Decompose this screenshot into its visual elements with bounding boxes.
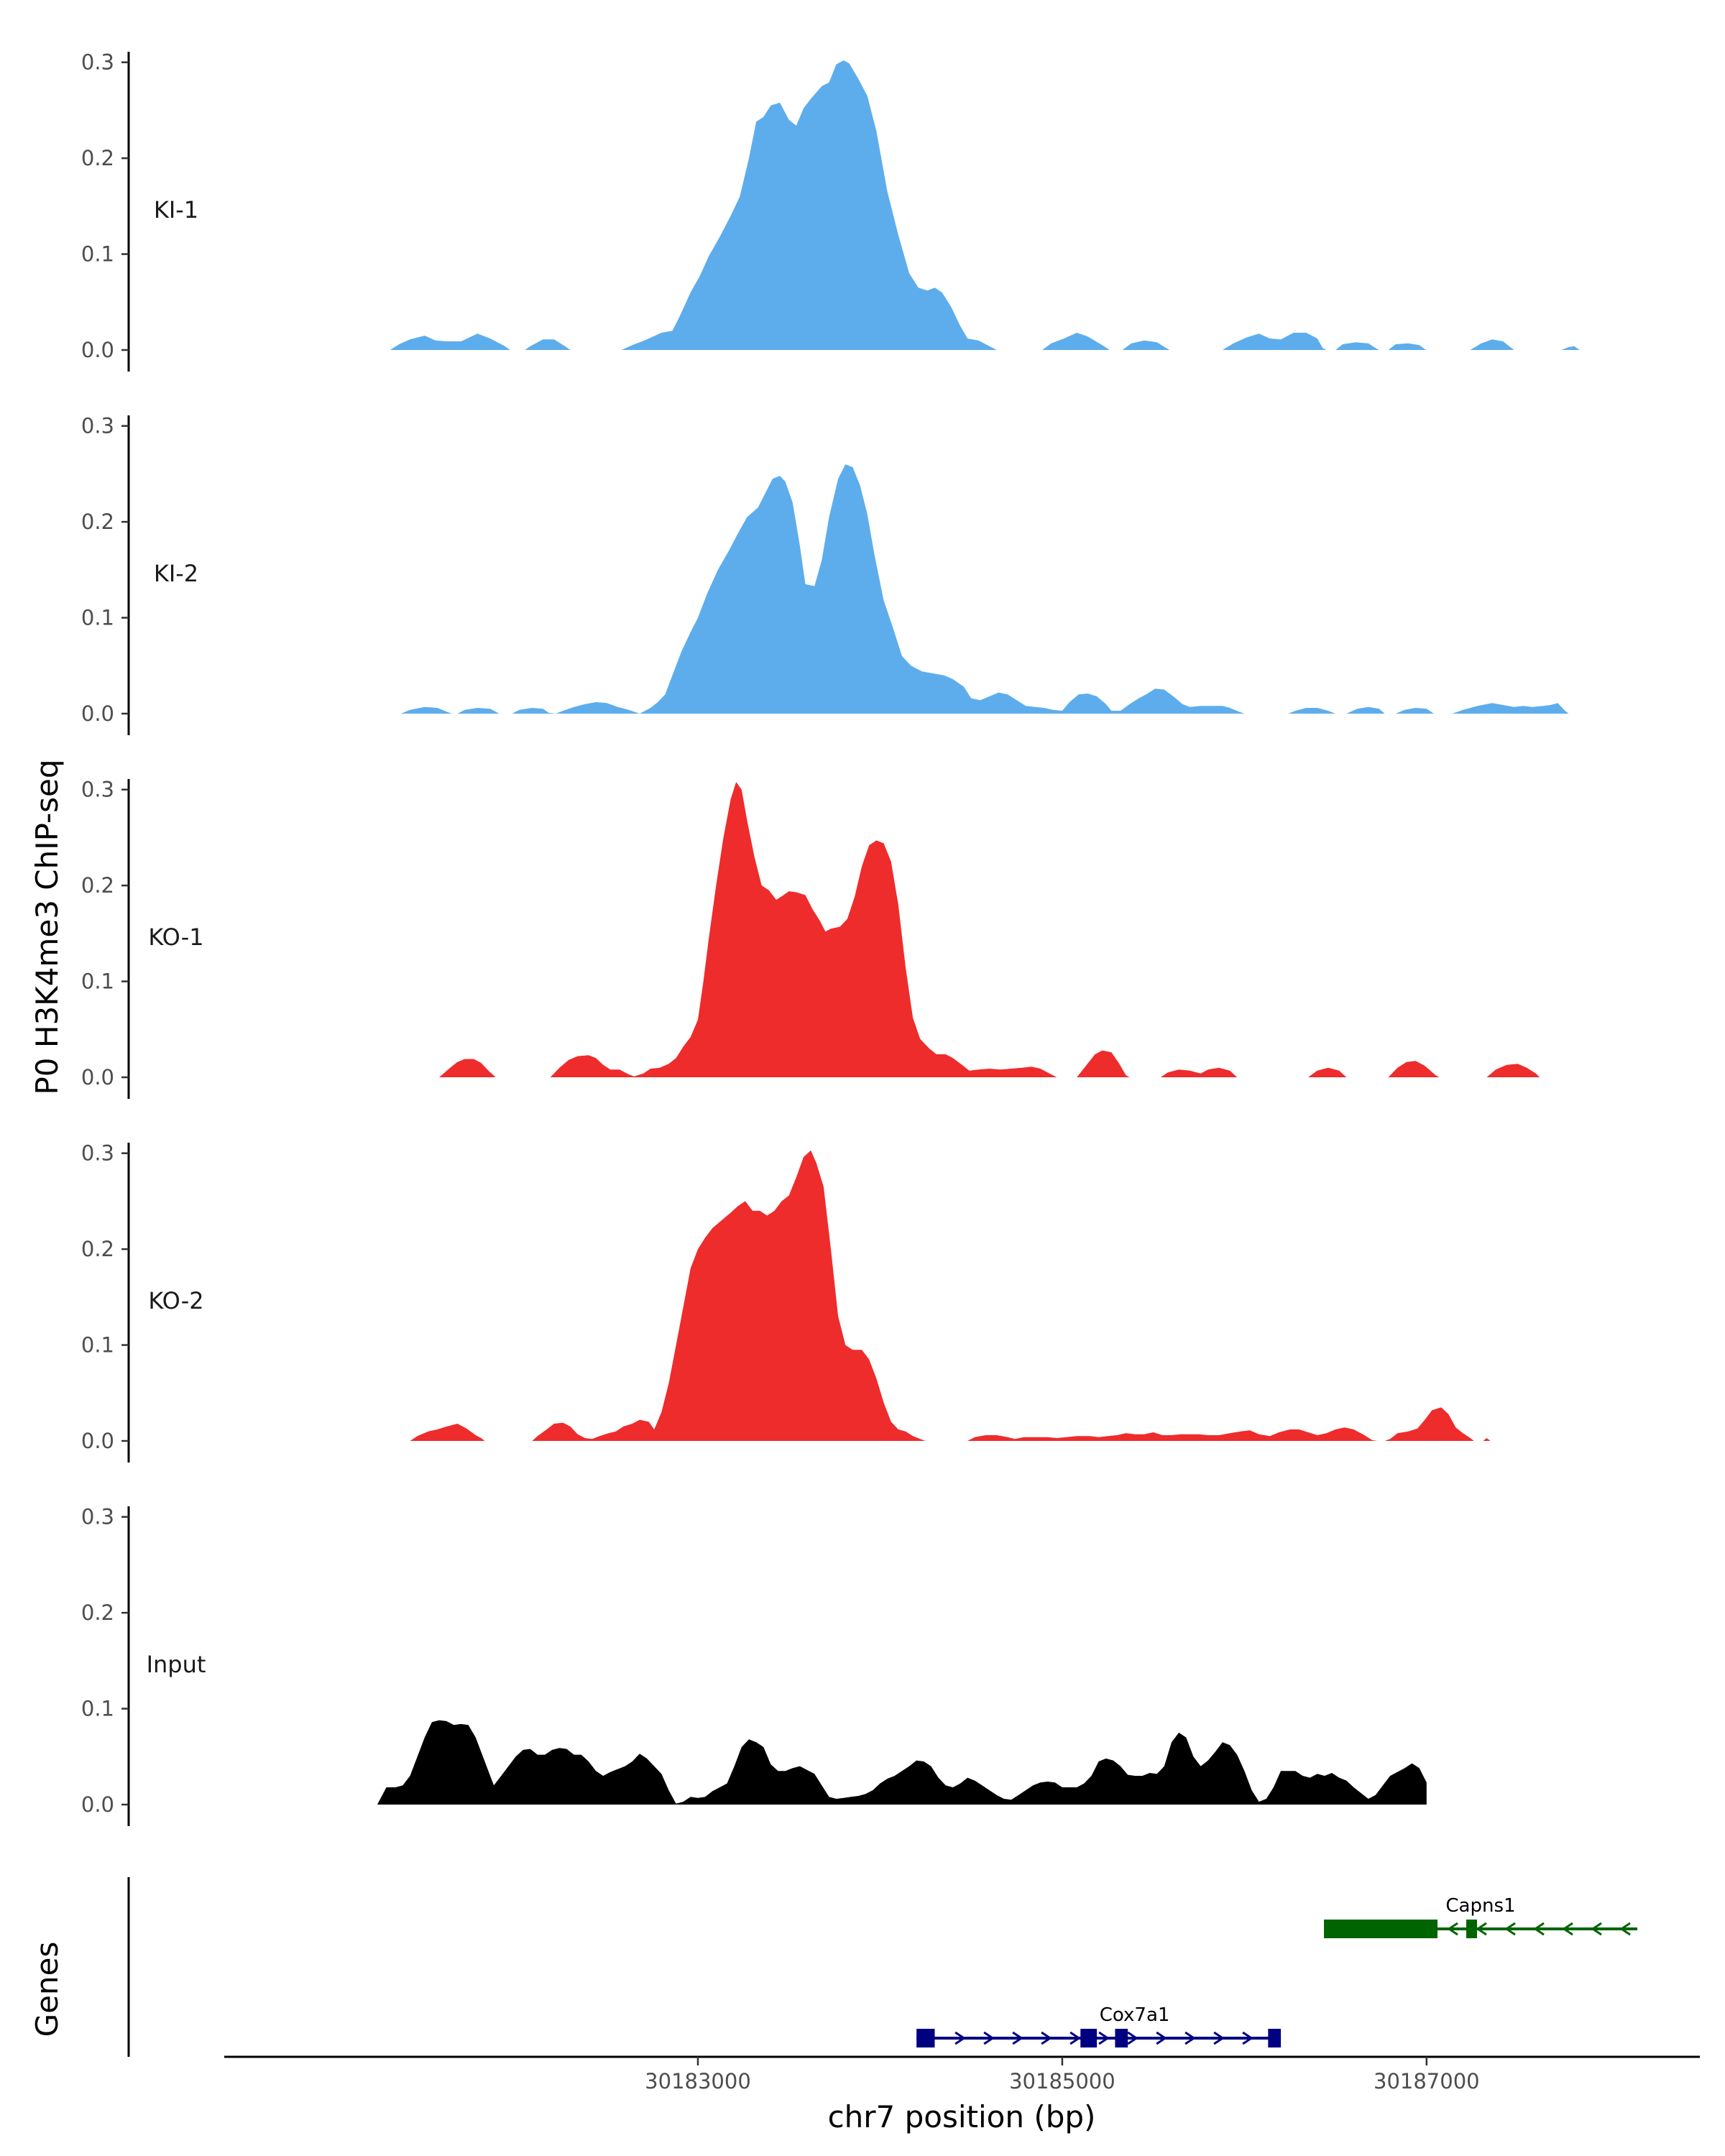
y-tick-label: 0.0 <box>81 1065 114 1089</box>
strand-arrow-icon <box>1619 1922 1631 1936</box>
y-tick-label: 0.0 <box>81 1429 114 1453</box>
y-tick-label: 0.3 <box>81 50 114 75</box>
track-panel-ko-1: 0.0 0.1 0.2 0.3 KO-1 <box>81 778 1540 1099</box>
y-tick-label: 0.2 <box>81 1237 114 1261</box>
coverage-area-ko-2 <box>410 1150 1491 1441</box>
strand-arrow-icon <box>1476 1922 1487 1936</box>
track-label-input: Input <box>147 1651 206 1678</box>
strand-arrow-icon <box>1012 2031 1024 2045</box>
x-tick-label: 30183000 <box>645 2069 751 2093</box>
track-panel-ko-2: 0.0 0.1 0.2 0.3 KO-2 <box>81 1141 1491 1462</box>
gene-annotations: Cox7a1 Capns1 <box>916 1895 1637 2047</box>
y-axis-title: P0 H3K4me3 ChIP-seq <box>29 759 65 1095</box>
coverage-area-ki-2 <box>400 464 1569 714</box>
y-tick-label: 0.1 <box>81 1333 114 1358</box>
y-tick-label: 0.2 <box>81 146 114 170</box>
gene-cox7a1: Cox7a1 <box>916 2004 1282 2047</box>
strand-arrow-icon <box>1447 1922 1458 1936</box>
y-tick-label: 0.2 <box>81 873 114 898</box>
exon-block <box>1466 1920 1477 1938</box>
y-tick-label: 0.0 <box>81 701 114 726</box>
exon-block <box>1324 1920 1438 1938</box>
y-tick-label: 0.3 <box>81 414 114 438</box>
y-tick-label: 0.1 <box>81 1697 114 1721</box>
strand-arrow-icon <box>1591 1922 1602 1936</box>
y-tick-label: 0.2 <box>81 1600 114 1625</box>
x-axis-title: chr7 position (bp) <box>828 2099 1096 2134</box>
track-label-ki-1: KI-1 <box>154 196 198 224</box>
x-tick-label: 30187000 <box>1374 2069 1480 2093</box>
y-tick-label: 0.1 <box>81 606 114 630</box>
strand-arrow-icon <box>1213 2031 1225 2045</box>
gene-label-capns1: Capns1 <box>1445 1895 1515 1917</box>
track-panel-ki-1: 0.0 0.1 0.2 0.3 KI-1 <box>81 50 1580 372</box>
y-tick-label: 0.3 <box>81 1141 114 1166</box>
y-tick-label: 0.3 <box>81 778 114 802</box>
track-label-ko-1: KO-1 <box>148 923 203 951</box>
x-axis-ticks: 30183000 30185000 30187000 <box>645 2057 1480 2093</box>
track-panels: 0.00.10.20.3KI-10.00.10.20.3KI-20.00.10.… <box>81 50 1580 1826</box>
strand-arrow-icon <box>1242 2031 1254 2045</box>
strand-arrow-icon <box>1098 2031 1110 2045</box>
gene-label-cox7a1: Cox7a1 <box>1100 2004 1170 2026</box>
genes-panel-title: Genes <box>29 1942 65 2037</box>
y-tick-label: 0.0 <box>81 1792 114 1817</box>
strand-arrow-icon <box>983 2031 995 2045</box>
strand-arrow-icon <box>1504 1922 1516 1936</box>
track-label-ki-2: KI-2 <box>154 560 198 587</box>
y-tick-label: 0.1 <box>81 969 114 994</box>
gene-capns1: Capns1 <box>1324 1895 1637 1938</box>
strand-arrow-icon <box>1041 2031 1052 2045</box>
strand-arrow-icon <box>1562 1922 1573 1936</box>
strand-arrow-icon <box>1156 2031 1167 2045</box>
strand-arrow-icon <box>1070 2031 1081 2045</box>
x-tick-label: 30185000 <box>1009 2069 1116 2093</box>
exon-block <box>916 2029 935 2047</box>
track-label-ko-2: KO-2 <box>148 1287 203 1314</box>
exon-block <box>1080 2029 1098 2047</box>
y-tick-label: 0.2 <box>81 510 114 534</box>
strand-arrow-icon <box>1127 2031 1138 2045</box>
exon-block <box>1268 2029 1282 2047</box>
strand-arrow-icon <box>1533 1922 1545 1936</box>
y-tick-label: 0.0 <box>81 338 114 362</box>
coverage-area-ki-1 <box>390 60 1580 350</box>
y-tick-label: 0.1 <box>81 242 114 267</box>
strand-arrow-icon <box>954 2031 966 2045</box>
coverage-area-input <box>377 1720 1427 1805</box>
exon-block <box>1115 2029 1128 2047</box>
coverage-area-ko-1 <box>439 782 1540 1077</box>
y-tick-label: 0.3 <box>81 1505 114 1529</box>
track-panel-ki-2: 0.0 0.1 0.2 0.3 KI-2 <box>81 414 1569 735</box>
strand-arrow-icon <box>1184 2031 1196 2045</box>
track-panel-input: 0.0 0.1 0.2 0.3 Input <box>81 1505 1427 1826</box>
